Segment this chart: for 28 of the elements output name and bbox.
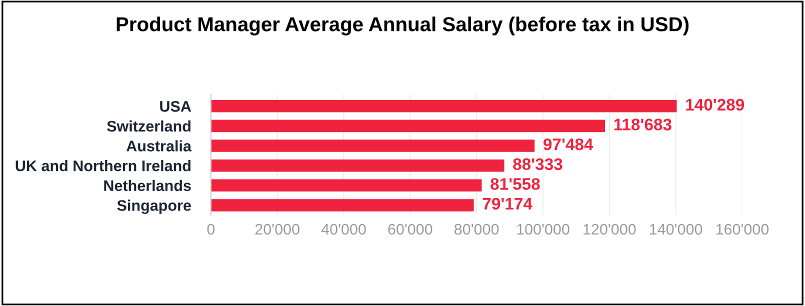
x-tick-label: 100'000	[517, 224, 570, 235]
x-tick-label: 0	[207, 224, 215, 235]
data-label: 97'484	[544, 138, 594, 150]
data-label: 88'333	[513, 158, 562, 170]
y-tick-label: Netherlands	[104, 180, 191, 192]
y-tick-label: Singapore	[117, 200, 191, 214]
data-label: 79'174	[482, 198, 532, 210]
x-tick-label: 60'000	[388, 224, 432, 235]
y-tick-label: Australia	[126, 140, 192, 152]
data-label: 140'289	[686, 98, 744, 111]
y-tick-label: Switzerland	[107, 120, 190, 132]
bar	[210, 140, 535, 152]
bar	[210, 179, 482, 192]
x-tick-label: 20'000	[255, 224, 300, 235]
y-tick-label: UK and Northern Ireland	[16, 160, 190, 172]
chart-title: Product Manager Average Annual Salary (before tax in USD)	[116, 16, 689, 36]
x-tick-label: 120'000	[584, 224, 636, 235]
y-tick-label: USA	[160, 101, 192, 112]
x-tick-label: 80'000	[454, 224, 499, 235]
bar	[210, 199, 474, 212]
bar	[210, 159, 504, 172]
data-label: 81'558	[490, 178, 540, 190]
data-label: 118'683	[614, 118, 672, 130]
x-tick-label: 140'000	[650, 224, 702, 235]
bar	[210, 100, 677, 112]
x-tick-label: 160'000	[716, 224, 769, 235]
x-tick-label: 40'000	[321, 224, 366, 235]
bar	[210, 120, 606, 132]
